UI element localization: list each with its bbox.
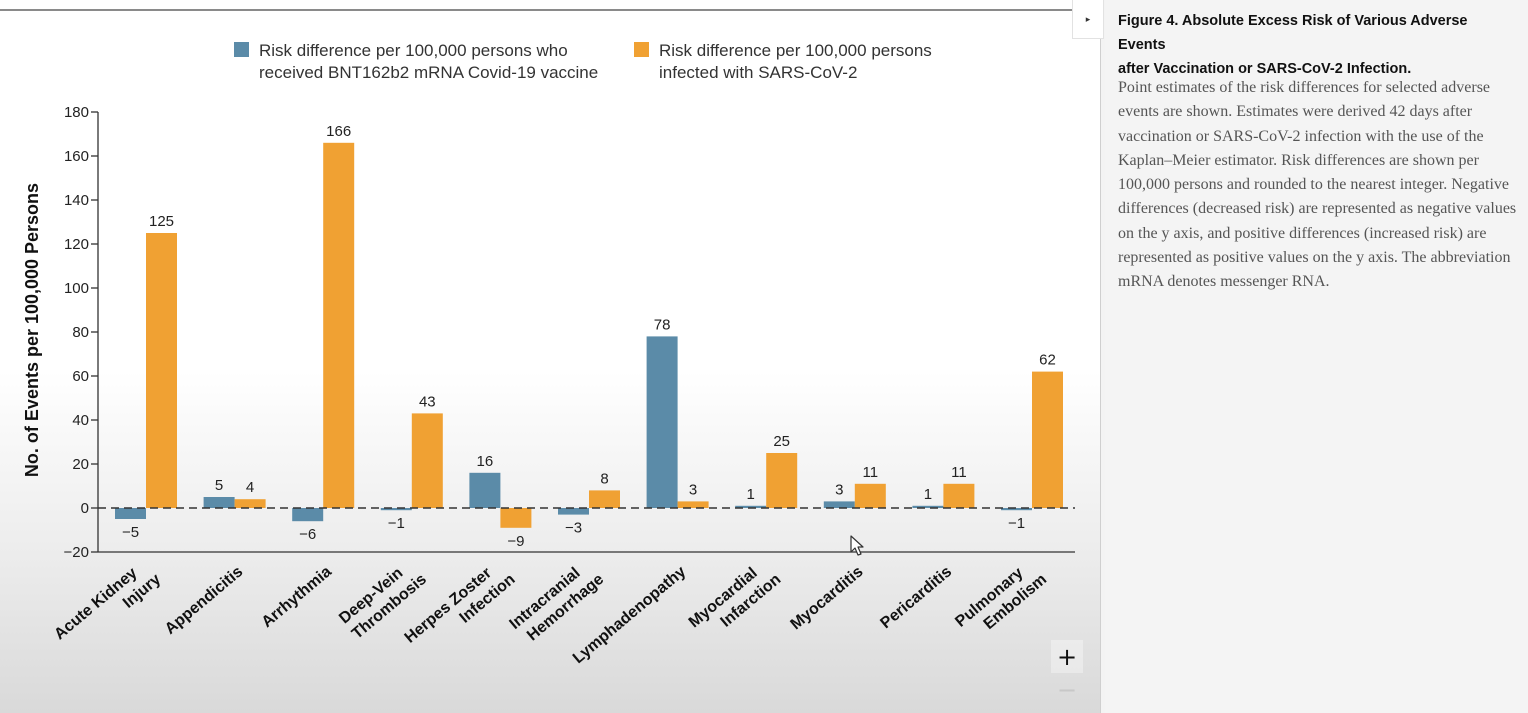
bar-series-1 [558, 508, 589, 515]
collapse-panel-button[interactable]: ▸ [1072, 0, 1104, 39]
bar-series-2 [1032, 371, 1063, 508]
plus-icon: + [1056, 642, 1078, 671]
category-label-line: Myocarditis [787, 563, 866, 633]
bar-series-2 [323, 142, 355, 509]
y-tick-label: 160 [64, 148, 89, 165]
category-label: Arrhythmia [259, 563, 335, 631]
data-label: 1 [747, 486, 755, 503]
bar-series-1 [823, 501, 855, 508]
bar-series-2 [146, 233, 177, 508]
y-tick-label: 20 [72, 456, 89, 473]
data-label: 5 [215, 477, 223, 494]
data-label: −3 [565, 520, 582, 537]
legend-label: received BNT162b2 mRNA Covid-19 vaccine [259, 63, 598, 82]
data-label: 4 [246, 479, 254, 496]
data-label: −6 [299, 526, 316, 543]
y-tick-label: 140 [64, 192, 89, 209]
data-label: 78 [654, 316, 671, 333]
bar-series-2 [500, 508, 532, 528]
figure-caption-body: Point estimates of the risk differences … [1118, 79, 1517, 291]
zoom-in-button[interactable]: + [1051, 640, 1083, 673]
bar-series-1 [380, 508, 412, 511]
zoom-out-button[interactable]: − [1051, 673, 1083, 706]
category-label-line: Pericarditis [877, 563, 955, 632]
legend-swatch-series-1 [234, 42, 249, 57]
legend-label: Risk difference per 100,000 persons [659, 41, 932, 60]
zoom-controls: + − [1051, 640, 1083, 706]
bar-series-1 [203, 497, 235, 508]
data-label: 3 [689, 481, 697, 498]
bar-series-1 [1001, 508, 1032, 511]
y-tick-label: 180 [64, 104, 89, 121]
bar-series-1 [292, 508, 324, 522]
data-label: 43 [419, 393, 436, 410]
bar-series-2 [677, 501, 709, 508]
data-label: 166 [326, 123, 351, 140]
category-label: Appendicitis [162, 563, 247, 638]
bar-series-2 [234, 499, 266, 508]
data-label: 3 [835, 481, 843, 498]
chart: −20 0 20 40 60 80 100 120 140 160 180 No. of Events… [22, 41, 1075, 667]
caption-title-line: Figure 4. Absolute Excess Risk of Variou… [1118, 13, 1468, 53]
y-tick-label: 80 [72, 324, 89, 341]
data-label: 16 [477, 453, 494, 470]
bar-series-1 [469, 472, 501, 508]
caption-title-line: after Vaccination or SARS-CoV-2 Infectio… [1118, 61, 1412, 77]
y-tick-label: 60 [72, 368, 89, 385]
data-label: 25 [773, 433, 790, 450]
top-rule [0, 9, 1100, 11]
data-label: −9 [507, 533, 524, 550]
y-tick-label: −20 [64, 544, 89, 561]
bar-series-1 [115, 508, 146, 519]
data-label: 11 [863, 464, 879, 481]
mouse-cursor-icon [850, 535, 864, 556]
category-label-line: Arrhythmia [259, 563, 335, 631]
data-label: −1 [388, 515, 405, 532]
minus-icon: − [1056, 675, 1078, 704]
data-label: 62 [1039, 352, 1056, 369]
data-label: 1 [924, 486, 932, 503]
category-label: Myocarditis [787, 563, 866, 633]
bar-series-2 [589, 490, 620, 508]
data-label: 8 [600, 470, 608, 487]
legend-label: Risk difference per 100,000 persons who [259, 41, 568, 60]
legend-swatch-series-2 [634, 42, 649, 57]
data-label: 125 [149, 213, 174, 230]
bar-series-2 [411, 413, 443, 508]
bar-series-1 [646, 336, 678, 508]
data-label: 11 [951, 464, 967, 481]
bar-series-1 [735, 505, 767, 508]
y-axis-title: No. of Events per 100,000 Persons [22, 183, 42, 477]
figure-panel: −20 0 20 40 60 80 100 120 140 160 180 No. of Events… [0, 0, 1101, 713]
y-tick-label: 40 [72, 412, 89, 429]
category-label: Pericarditis [877, 563, 955, 632]
y-tick-label: 0 [81, 500, 89, 517]
y-tick-label: 120 [64, 236, 89, 253]
y-tick-label: 100 [64, 280, 89, 297]
bar-series-1 [912, 505, 944, 508]
category-label-line: Appendicitis [162, 563, 247, 638]
bar-series-2 [766, 453, 798, 508]
data-label: −5 [122, 524, 139, 541]
figure-caption-title: Figure 4. Absolute Excess Risk of Variou… [1118, 9, 1518, 81]
legend-label: infected with SARS-CoV-2 [659, 63, 857, 82]
bar-series-2 [854, 483, 886, 508]
bar-series-2 [943, 483, 975, 508]
data-label: −1 [1008, 515, 1025, 532]
triangle-right-icon: ▸ [1085, 13, 1091, 24]
caption-panel: Figure 4. Absolute Excess Risk of Variou… [1105, 0, 1528, 713]
